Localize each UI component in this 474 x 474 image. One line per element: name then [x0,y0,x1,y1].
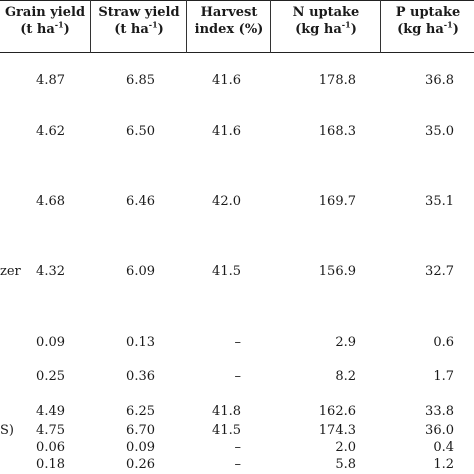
cell-n-uptake: 156.9 [318,264,356,279]
column-header-harvest-index: Harvest index (%) [188,4,270,38]
cell-grain-yield: 0.09 [36,335,65,350]
cell-harvest-index: 42.0 [212,194,241,209]
cell-p-uptake: 0.6 [433,335,454,350]
header-divider [186,0,187,53]
cell-n-uptake: 178.8 [318,73,356,88]
cell-n-uptake: 2.0 [335,440,356,455]
cell-straw-yield: 6.50 [126,124,155,139]
cell-straw-yield: 0.13 [126,335,155,350]
cell-straw-yield: 6.85 [126,73,155,88]
header-divider [270,0,271,53]
cell-grain-yield: 4.68 [36,194,65,209]
cell-n-uptake: 174.3 [318,423,356,438]
cell-harvest-index: 41.5 [212,264,241,279]
cell-harvest-index: – [234,335,242,350]
cell-straw-yield: 0.36 [126,369,155,384]
cell-n-uptake: 169.7 [318,194,356,209]
header-line1: N uptake [292,5,360,20]
header-line1: P uptake [395,5,461,20]
cell-grain-yield: 4.32 [36,264,65,279]
header-line2: (kg ha-1) [295,19,357,37]
cell-grain-yield: 0.18 [36,457,65,472]
cell-p-uptake: 35.1 [425,194,454,209]
cell-grain-yield: 4.49 [36,404,65,419]
header-line2: (kg ha-1) [397,19,459,37]
cell-grain-yield: 4.87 [36,73,65,88]
row-label: S) [0,423,14,438]
cell-p-uptake: 32.7 [425,264,454,279]
cell-grain-yield: 0.06 [36,440,65,455]
cell-p-uptake: 36.8 [425,73,454,88]
cell-n-uptake: 5.8 [335,457,356,472]
cell-grain-yield: 4.75 [36,423,65,438]
cell-harvest-index: 41.5 [212,423,241,438]
cell-n-uptake: 2.9 [335,335,356,350]
cell-p-uptake: 36.0 [425,423,454,438]
header-line2: index (%) [194,22,264,37]
cell-harvest-index: – [234,457,242,472]
header-top-rule [0,0,474,1]
header-line1: Harvest [200,5,258,20]
header-line2: (t ha-1) [114,19,164,37]
cell-grain-yield: 0.25 [36,369,65,384]
header-divider [380,0,381,53]
cell-straw-yield: 0.09 [126,440,155,455]
cell-straw-yield: 6.25 [126,404,155,419]
cell-harvest-index: – [234,440,242,455]
column-header-p-uptake: P uptake (kg ha-1) [382,4,474,38]
cell-harvest-index: 41.6 [212,124,241,139]
cell-straw-yield: 6.09 [126,264,155,279]
cell-p-uptake: 35.0 [425,124,454,139]
cell-harvest-index: 41.6 [212,73,241,88]
cell-straw-yield: 6.70 [126,423,155,438]
cell-n-uptake: 168.3 [318,124,356,139]
cell-grain-yield: 4.62 [36,124,65,139]
header-bottom-rule [0,52,474,53]
cell-p-uptake: 1.7 [433,369,454,384]
cell-harvest-index: 41.8 [212,404,241,419]
cell-straw-yield: 0.26 [126,457,155,472]
column-header-grain-yield: Grain yield (t ha-1) [0,4,90,38]
cell-straw-yield: 6.46 [126,194,155,209]
column-header-straw-yield: Straw yield (t ha-1) [92,4,186,38]
cell-harvest-index: – [234,369,242,384]
header-line1: Grain yield [4,5,86,20]
row-label: zer [0,264,21,279]
cell-p-uptake: 1.2 [433,457,454,472]
column-header-n-uptake: N uptake (kg ha-1) [272,4,380,38]
header-divider [90,0,91,53]
cell-p-uptake: 33.8 [425,404,454,419]
cell-p-uptake: 0.4 [433,440,454,455]
cell-n-uptake: 162.6 [318,404,356,419]
header-line1: Straw yield [98,5,180,20]
cell-n-uptake: 8.2 [335,369,356,384]
header-line2: (t ha-1) [20,19,70,37]
